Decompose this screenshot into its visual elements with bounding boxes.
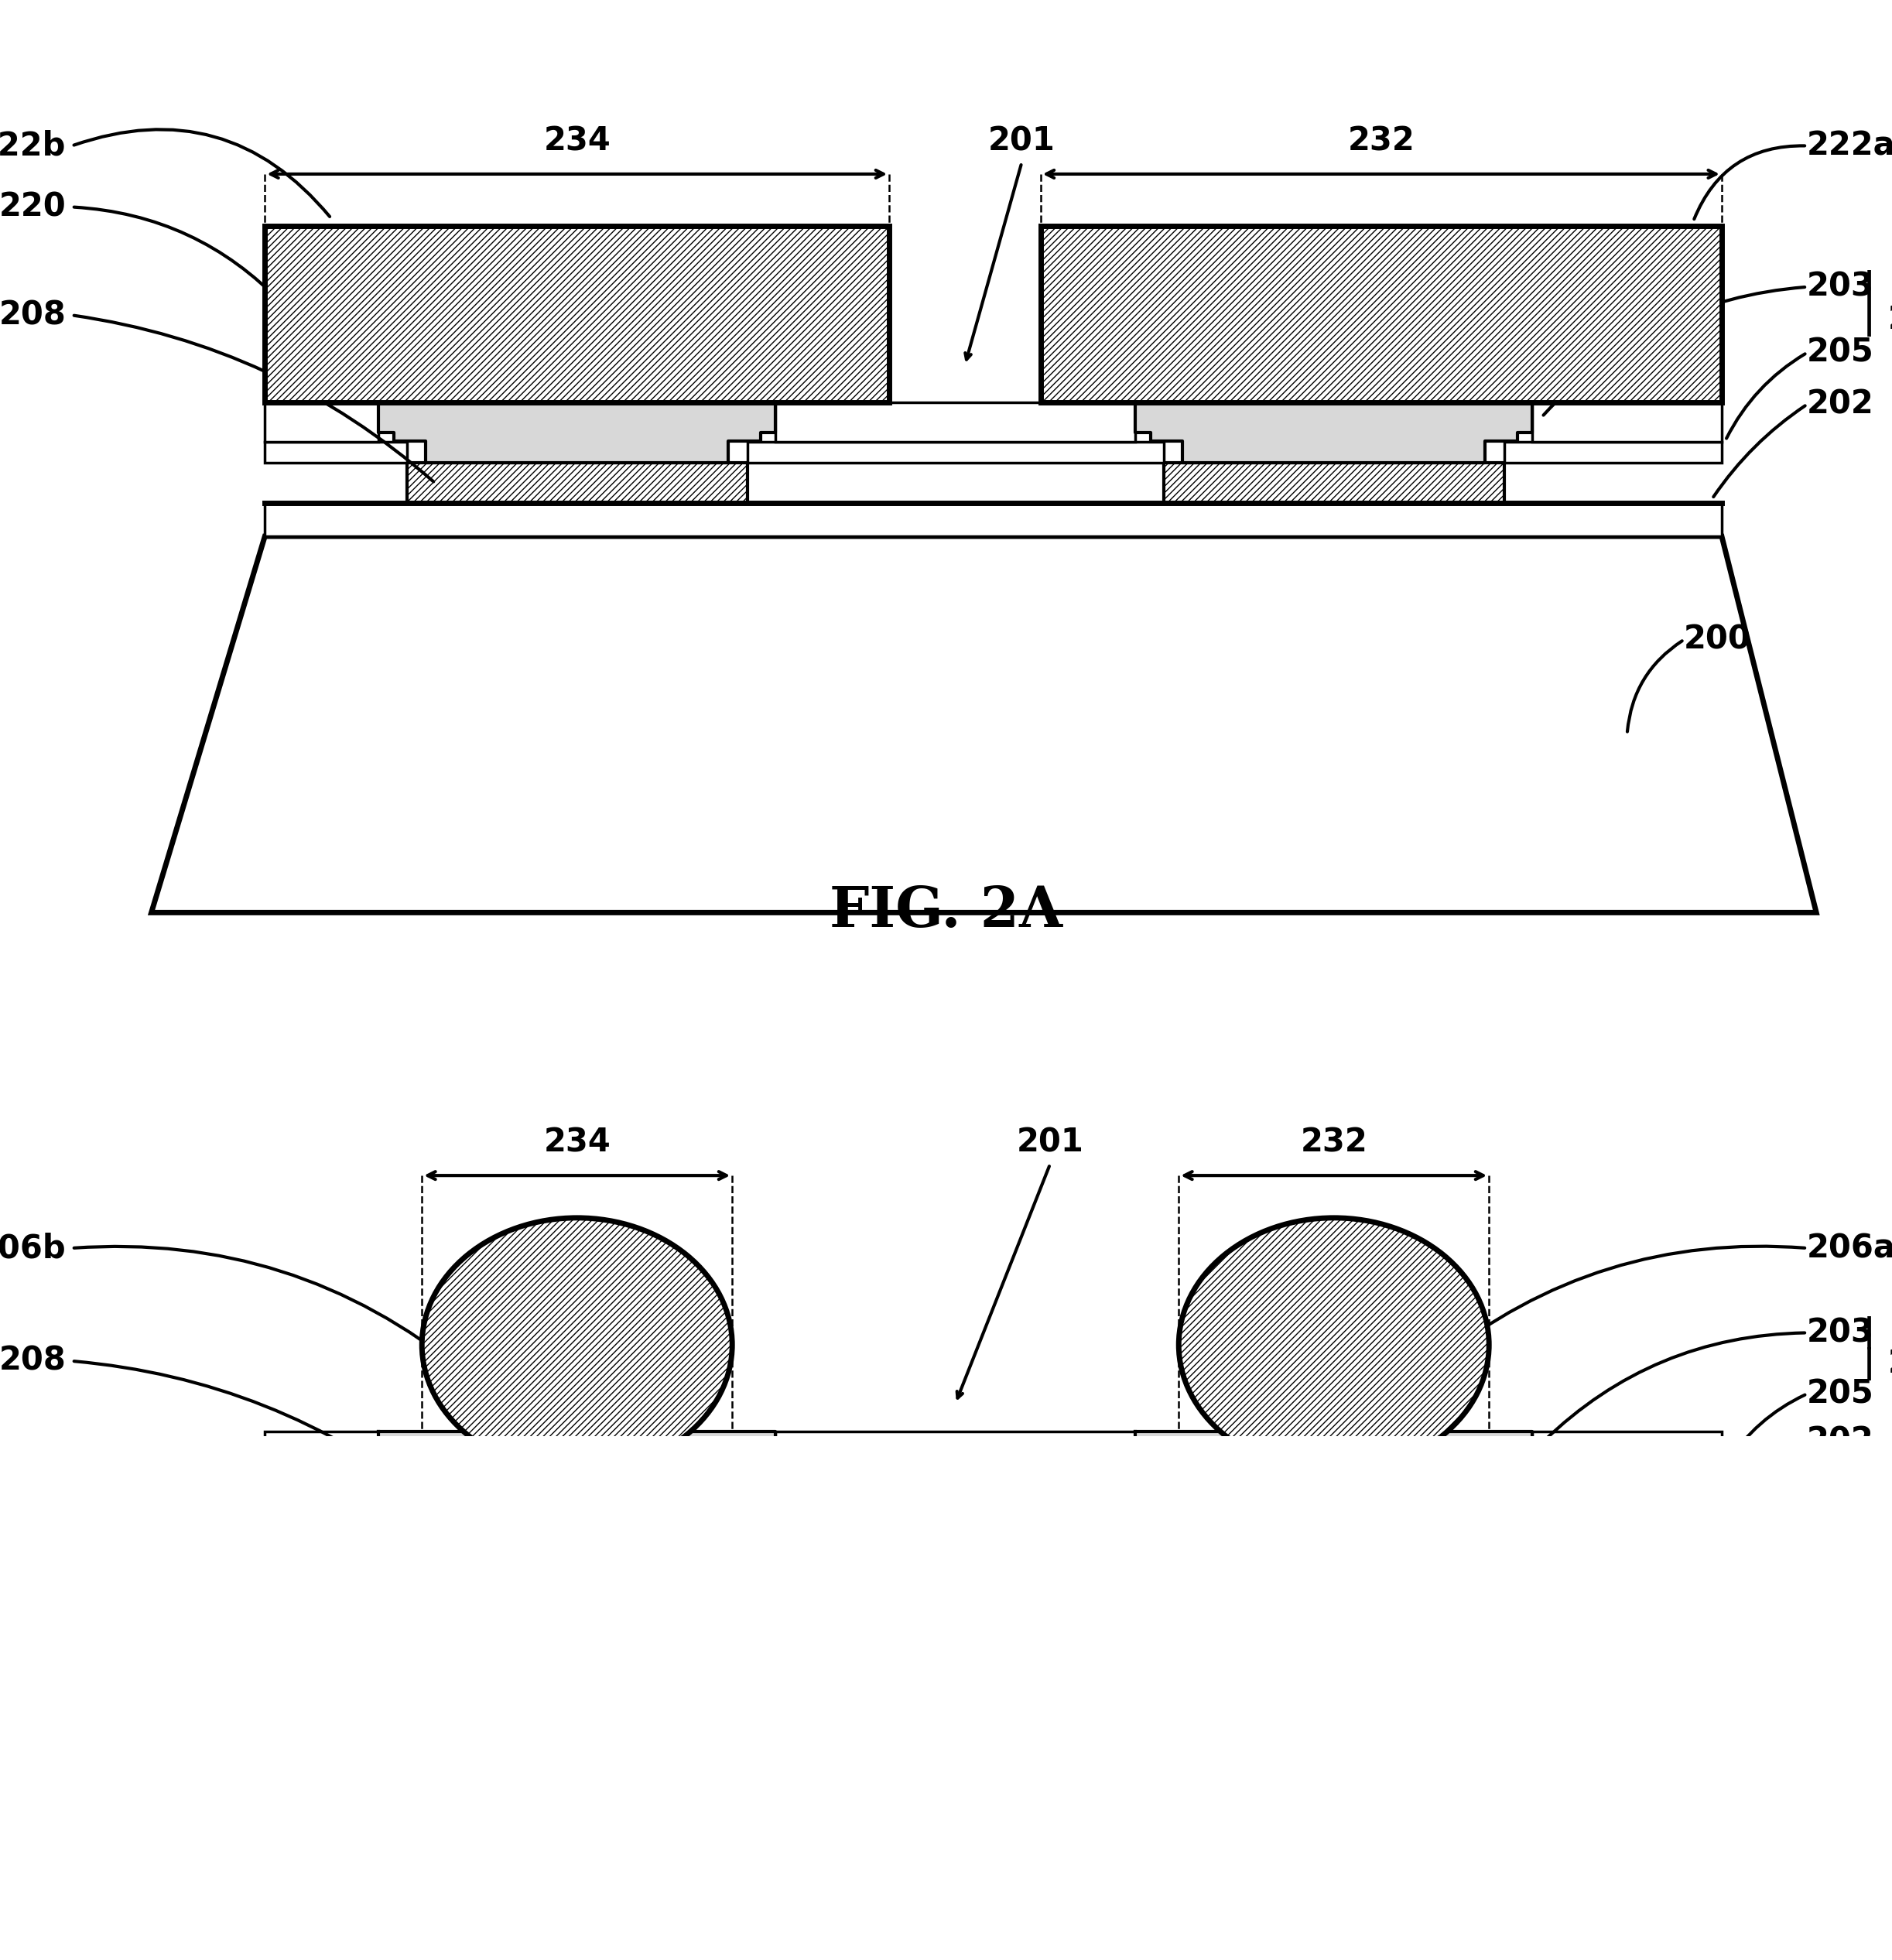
Ellipse shape (1179, 1217, 1489, 1472)
PathPatch shape (151, 537, 1816, 913)
Text: 203: 203 (1807, 270, 1875, 304)
Bar (776, 402, 1135, 443)
Text: |: | (1864, 304, 1875, 337)
Text: 201: 201 (1016, 1127, 1084, 1158)
Text: 201: 201 (988, 125, 1056, 157)
Text: |: | (1864, 1347, 1875, 1380)
Text: 220: 220 (0, 190, 66, 223)
Text: FIG. 2B: FIG. 2B (827, 1864, 1065, 1919)
Text: 205: 205 (1807, 337, 1873, 368)
Bar (407, 1486, 747, 1523)
Bar (1164, 463, 1504, 504)
Text: 204: 204 (1888, 1348, 1892, 1380)
Bar (265, 402, 378, 443)
Bar (1504, 1468, 1722, 1486)
Polygon shape (378, 402, 776, 463)
Text: 222b: 222b (0, 129, 66, 163)
Text: FIG. 2A: FIG. 2A (829, 884, 1063, 939)
Bar (265, 1523, 1722, 1554)
PathPatch shape (151, 1554, 1816, 1893)
Bar (747, 443, 1164, 463)
Text: 234: 234 (543, 125, 611, 157)
Text: 234: 234 (543, 1127, 611, 1158)
Text: 232: 232 (1300, 1127, 1368, 1158)
Bar (265, 1468, 407, 1486)
Polygon shape (1135, 1431, 1533, 1486)
Text: 205: 205 (1807, 1378, 1873, 1409)
Polygon shape (1135, 402, 1533, 463)
Text: 206b: 206b (0, 1233, 66, 1264)
Text: 208: 208 (0, 1345, 66, 1378)
Text: |: | (1864, 1317, 1875, 1348)
Bar (265, 443, 407, 463)
Text: 200: 200 (1684, 1650, 1752, 1684)
Bar (265, 504, 1722, 537)
Text: 232: 232 (1347, 125, 1415, 157)
Text: 202: 202 (1807, 1425, 1873, 1456)
Bar (1533, 1431, 1722, 1468)
Bar (1041, 225, 1722, 402)
Text: |: | (1864, 270, 1875, 304)
Text: 206a: 206a (1807, 1233, 1892, 1264)
Bar (747, 1468, 1164, 1486)
Text: 204: 204 (1888, 304, 1892, 335)
Bar (407, 463, 747, 504)
Polygon shape (378, 1431, 776, 1486)
Bar (1164, 1486, 1504, 1523)
Text: 222a: 222a (1807, 129, 1892, 163)
Text: 208: 208 (0, 300, 66, 331)
Text: 203: 203 (1807, 1317, 1875, 1348)
Bar (1533, 402, 1722, 443)
Bar (265, 225, 889, 402)
Text: 200: 200 (1684, 623, 1752, 657)
Bar (1504, 443, 1722, 463)
Bar (776, 1431, 1135, 1468)
Bar (265, 1431, 378, 1468)
Ellipse shape (422, 1217, 732, 1472)
Text: 202: 202 (1807, 388, 1873, 421)
